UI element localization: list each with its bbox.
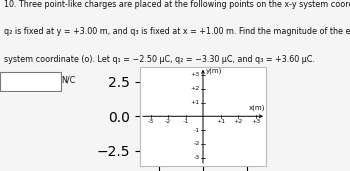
Text: +2: +2 <box>233 119 243 124</box>
Text: -2: -2 <box>165 119 171 124</box>
Text: -2: -2 <box>193 141 199 146</box>
Text: 10. Three point-like charges are placed at the following points on the x-y syste: 10. Three point-like charges are placed … <box>4 0 350 9</box>
Text: +1: +1 <box>216 119 225 124</box>
Text: -3: -3 <box>193 155 199 160</box>
Text: +3: +3 <box>190 73 199 77</box>
Text: -1: -1 <box>182 119 189 124</box>
Text: +2: +2 <box>190 86 199 91</box>
FancyBboxPatch shape <box>0 72 61 91</box>
Text: +1: +1 <box>190 100 199 105</box>
Text: N/C: N/C <box>61 76 76 85</box>
Text: -1: -1 <box>193 128 199 133</box>
Text: -3: -3 <box>147 119 154 124</box>
Text: q₂ is fixed at y = +3.00 m, and q₃ is fixed at x = +1.00 m. Find the magnitude o: q₂ is fixed at y = +3.00 m, and q₃ is fi… <box>4 27 350 36</box>
Text: x(m): x(m) <box>249 105 265 111</box>
Text: y(m): y(m) <box>206 67 222 74</box>
Text: +3: +3 <box>251 119 260 124</box>
Text: system coordinate (o). Let q₁ = −2.50 μC, q₂ = −3.30 μC, and q₃ = +3.60 μC.: system coordinate (o). Let q₁ = −2.50 μC… <box>4 55 314 64</box>
